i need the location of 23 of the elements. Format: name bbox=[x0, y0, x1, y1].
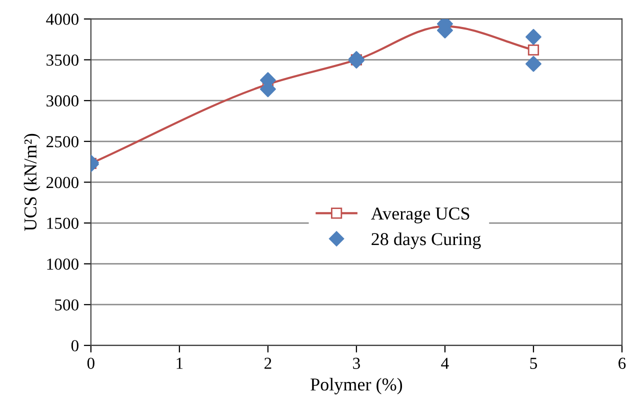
y-tick-label: 3000 bbox=[46, 95, 78, 107]
x-tick-label: 1 bbox=[176, 358, 183, 369]
x-axis-title: Polymer (%) bbox=[310, 378, 402, 394]
point bbox=[528, 44, 540, 56]
point bbox=[525, 56, 542, 72]
y-axis-title: UCS (kN/m²) bbox=[24, 134, 40, 231]
legend-label: 28 days Curing bbox=[372, 232, 481, 249]
x-tick-label: 2 bbox=[264, 358, 272, 369]
y-tick-label: 2500 bbox=[46, 136, 78, 148]
x-tick-label: 6 bbox=[618, 358, 626, 369]
x-tick-label: 3 bbox=[353, 358, 360, 369]
y-tick-label: 4000 bbox=[46, 14, 78, 25]
x-tick-label: 0 bbox=[87, 358, 94, 369]
y-tick-label: 1500 bbox=[47, 218, 78, 229]
y-tick-label: 1000 bbox=[47, 258, 78, 270]
x-tick-label: 4 bbox=[441, 358, 449, 369]
point bbox=[525, 28, 542, 45]
x-tick-label: 5 bbox=[530, 358, 537, 369]
y-tick-label: 0 bbox=[71, 340, 78, 352]
y-tick-label: 500 bbox=[55, 299, 78, 311]
legend-label: Average UCS bbox=[371, 208, 470, 224]
y-tick-label: 2000 bbox=[46, 176, 78, 188]
y-tick-label: 3500 bbox=[46, 54, 78, 66]
